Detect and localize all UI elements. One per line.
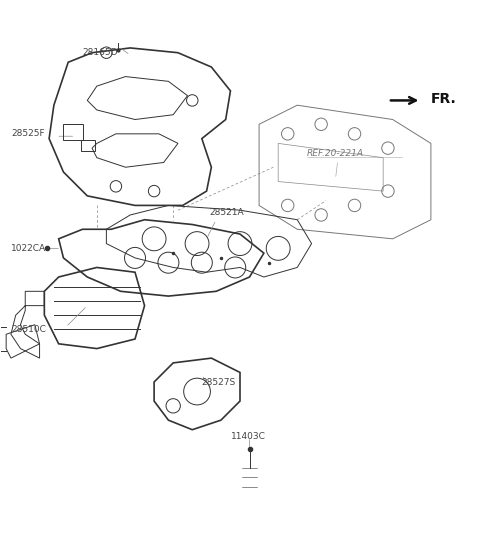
Text: 28510C: 28510C — [11, 325, 46, 334]
Text: 28527S: 28527S — [202, 378, 236, 387]
Text: 28525F: 28525F — [11, 129, 45, 138]
Text: 28521A: 28521A — [209, 208, 244, 217]
Text: REF.20-221A: REF.20-221A — [307, 150, 364, 158]
Text: 28165D: 28165D — [83, 48, 118, 57]
Text: FR.: FR. — [431, 93, 456, 106]
Text: 11403C: 11403C — [230, 432, 265, 442]
Text: 1022CA: 1022CA — [11, 244, 46, 253]
